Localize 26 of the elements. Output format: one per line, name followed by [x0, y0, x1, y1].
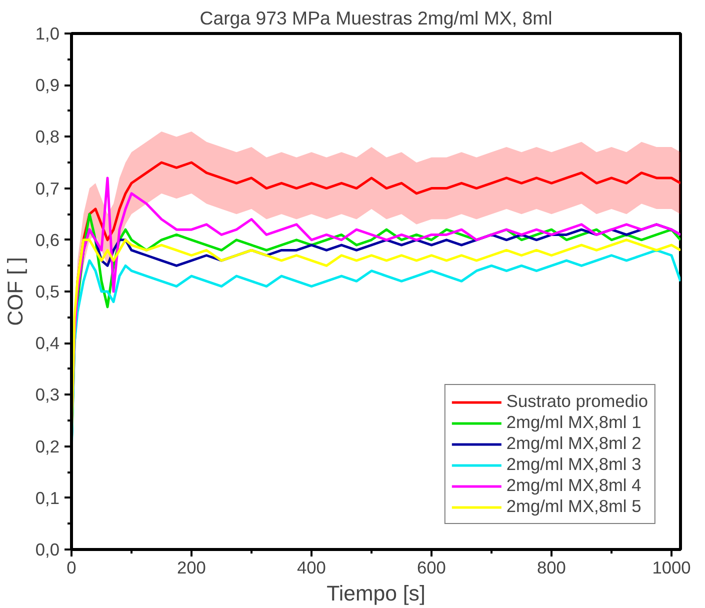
legend-label: 2mg/ml MX,8ml 5: [506, 496, 642, 517]
legend-label: Sustrato promedio: [506, 391, 648, 412]
x-tick-label: 400: [297, 558, 326, 578]
x-tick-label: 1000: [652, 558, 691, 578]
y-tick-label: 0,9: [35, 75, 60, 96]
y-tick-label: 0,2: [35, 436, 60, 456]
y-tick-label: 0,8: [35, 126, 60, 147]
y-tick-label: 0,0: [35, 540, 60, 560]
legend-label: 2mg/ml MX,8ml 2: [506, 433, 642, 454]
y-tick-label: 0,5: [35, 282, 60, 302]
y-tick-label: 0,6: [35, 230, 60, 250]
y-tick-label: 0,7: [35, 178, 60, 198]
y-tick-label: 1,0: [35, 24, 60, 44]
x-tick-label: 200: [177, 558, 206, 578]
x-axis-title: Tiempo [s]: [326, 582, 426, 606]
x-tick-label: 0: [66, 558, 76, 578]
legend-label: 2mg/ml MX,8ml 4: [506, 475, 642, 496]
y-tick-label: 0,3: [35, 384, 60, 405]
y-axis-title: COF [ ]: [3, 257, 28, 326]
y-tick-label: 0,4: [35, 333, 60, 354]
x-tick-label: 800: [537, 558, 566, 578]
chart-title: Carga 973 MPa Muestras 2mg/ml MX, 8ml: [200, 8, 552, 28]
legend-label: 2mg/ml MX,8ml 3: [506, 454, 642, 475]
x-tick-label: 600: [417, 558, 446, 578]
y-tick-label: 0,1: [35, 488, 60, 508]
legend-label: 2mg/ml MX,8ml 1: [506, 412, 642, 433]
